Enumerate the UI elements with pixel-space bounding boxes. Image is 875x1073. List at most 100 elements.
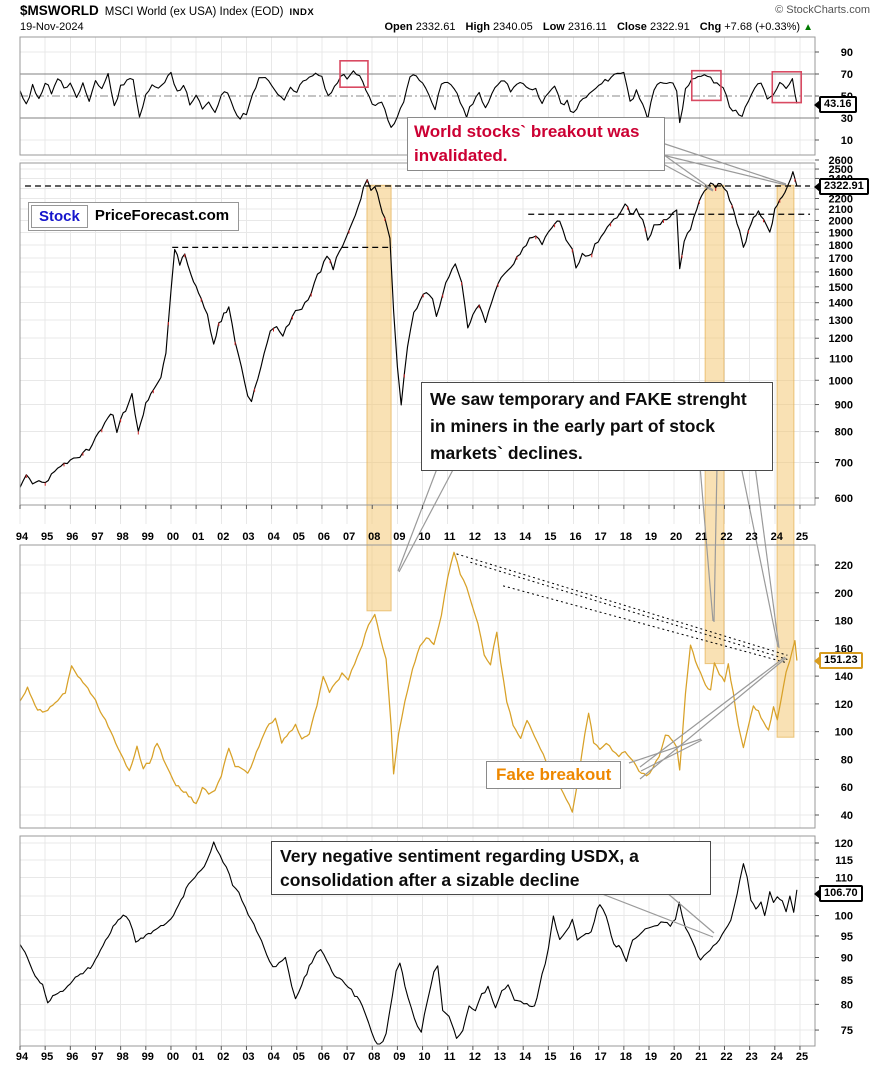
svg-text:600: 600 xyxy=(835,493,853,505)
svg-text:24: 24 xyxy=(771,1051,784,1063)
svg-text:99: 99 xyxy=(142,1051,154,1063)
quote-bar: Open 2332.61 High 2340.05 Low 2316.11 Cl… xyxy=(378,21,814,33)
svg-text:10: 10 xyxy=(418,1051,430,1063)
msworld-series-line xyxy=(19,171,798,488)
svg-text:19: 19 xyxy=(645,531,657,543)
svg-text:02: 02 xyxy=(217,1051,229,1063)
svg-text:07: 07 xyxy=(343,531,355,543)
copyright: © StockCharts.com xyxy=(775,4,870,16)
svg-text:05: 05 xyxy=(293,1051,305,1063)
svg-text:25: 25 xyxy=(796,1051,808,1063)
svg-text:20: 20 xyxy=(670,531,682,543)
svg-text:85: 85 xyxy=(841,975,853,987)
svg-text:1100: 1100 xyxy=(829,353,853,365)
svg-text:140: 140 xyxy=(835,671,853,683)
date-label: 19-Nov-2024 xyxy=(20,21,84,33)
rsi-series-line xyxy=(19,70,798,128)
high-value: 2340.05 xyxy=(493,21,533,33)
svg-text:60: 60 xyxy=(841,782,853,794)
svg-text:15: 15 xyxy=(544,531,556,543)
svg-text:94: 94 xyxy=(16,531,29,543)
svg-text:01: 01 xyxy=(192,531,204,543)
svg-text:95: 95 xyxy=(841,931,853,943)
svg-text:2600: 2600 xyxy=(829,155,853,167)
down-week-ticks xyxy=(25,178,796,486)
svg-text:97: 97 xyxy=(91,531,103,543)
svg-text:09: 09 xyxy=(393,1051,405,1063)
svg-text:90: 90 xyxy=(841,47,853,59)
svg-text:07: 07 xyxy=(343,1051,355,1063)
svg-text:96: 96 xyxy=(66,1051,78,1063)
svg-text:20: 20 xyxy=(670,1051,682,1063)
svg-text:25: 25 xyxy=(796,531,808,543)
x-axis-labels: 94 94 95 95 96 96 97 97 98 98 99 99 00 00 01 01 02 02 03 03… xyxy=(16,505,808,1063)
xau-value-tag: 151.23 xyxy=(819,652,863,669)
usd-series-line xyxy=(19,841,798,1045)
svg-text:1700: 1700 xyxy=(829,253,853,265)
svg-text:200: 200 xyxy=(835,588,853,600)
svg-text:1900: 1900 xyxy=(829,227,853,239)
exchange-label: INDX xyxy=(289,7,315,18)
dotted-fan-lines xyxy=(456,553,788,663)
svg-text:2000: 2000 xyxy=(829,215,853,227)
svg-text:80: 80 xyxy=(841,754,853,766)
svg-text:90: 90 xyxy=(841,952,853,964)
fake-breakout-note: Fake breakout xyxy=(486,761,622,789)
svg-text:40: 40 xyxy=(841,810,853,822)
svg-text:16: 16 xyxy=(569,1051,581,1063)
miners-fake-strength-note: We saw temporary and FAKE strenght in mi… xyxy=(421,382,773,471)
svg-text:08: 08 xyxy=(368,531,380,543)
rsi-highlight-boxes xyxy=(339,59,803,104)
svg-text:11: 11 xyxy=(444,531,456,543)
svg-text:1300: 1300 xyxy=(829,315,853,327)
usd-sentiment-note: Very negative sentiment regarding USDX, … xyxy=(271,841,711,895)
svg-text:23: 23 xyxy=(746,1051,758,1063)
rsi-value-tag: 43.16 xyxy=(819,96,857,113)
chg-value: +7.68 (+0.33%) xyxy=(724,21,801,33)
svg-text:00: 00 xyxy=(167,1051,179,1063)
svg-text:2200: 2200 xyxy=(829,194,853,206)
main-value-tag: 2322.91 xyxy=(819,178,869,195)
svg-text:16: 16 xyxy=(569,531,581,543)
svg-text:12: 12 xyxy=(469,531,481,543)
svg-text:2100: 2100 xyxy=(829,204,853,216)
svg-text:13: 13 xyxy=(494,1051,506,1063)
svg-text:30: 30 xyxy=(841,113,853,125)
svg-text:23: 23 xyxy=(746,531,758,543)
svg-text:98: 98 xyxy=(117,1051,129,1063)
svg-text:80: 80 xyxy=(841,999,853,1011)
svg-text:99: 99 xyxy=(142,531,154,543)
svg-text:94: 94 xyxy=(16,1051,29,1063)
svg-text:06: 06 xyxy=(318,1051,330,1063)
svg-text:1500: 1500 xyxy=(829,282,853,294)
svg-text:1600: 1600 xyxy=(829,267,853,279)
svg-text:17: 17 xyxy=(595,1051,607,1063)
svg-text:08: 08 xyxy=(368,1051,380,1063)
svg-text:100: 100 xyxy=(835,911,853,923)
svg-text:1000: 1000 xyxy=(829,375,853,387)
svg-text:115: 115 xyxy=(835,855,853,867)
svg-text:100: 100 xyxy=(835,727,853,739)
svg-text:01: 01 xyxy=(192,1051,204,1063)
stockpriceforecast-logo: Stock PriceForecast.com xyxy=(28,202,240,231)
svg-text:14: 14 xyxy=(519,531,532,543)
open-label: Open xyxy=(384,21,413,33)
svg-text:03: 03 xyxy=(242,1051,254,1063)
svg-text:97: 97 xyxy=(91,1051,103,1063)
logo-part-stock: Stock xyxy=(31,205,88,228)
svg-text:18: 18 xyxy=(620,1051,632,1063)
xau-series-line xyxy=(19,551,798,813)
svg-text:21: 21 xyxy=(695,1051,707,1063)
svg-text:95: 95 xyxy=(41,1051,53,1063)
highlight-bands xyxy=(366,184,795,738)
up-triangle-icon: ▲ xyxy=(803,22,813,33)
svg-text:13: 13 xyxy=(494,531,506,543)
svg-text:220: 220 xyxy=(835,560,853,572)
svg-text:900: 900 xyxy=(835,400,853,412)
svg-text:18: 18 xyxy=(620,531,632,543)
svg-text:17: 17 xyxy=(595,531,607,543)
svg-text:22: 22 xyxy=(720,1051,732,1063)
svg-text:96: 96 xyxy=(66,531,78,543)
chg-label: Chg xyxy=(699,21,722,33)
low-value: 2316.11 xyxy=(567,21,607,33)
